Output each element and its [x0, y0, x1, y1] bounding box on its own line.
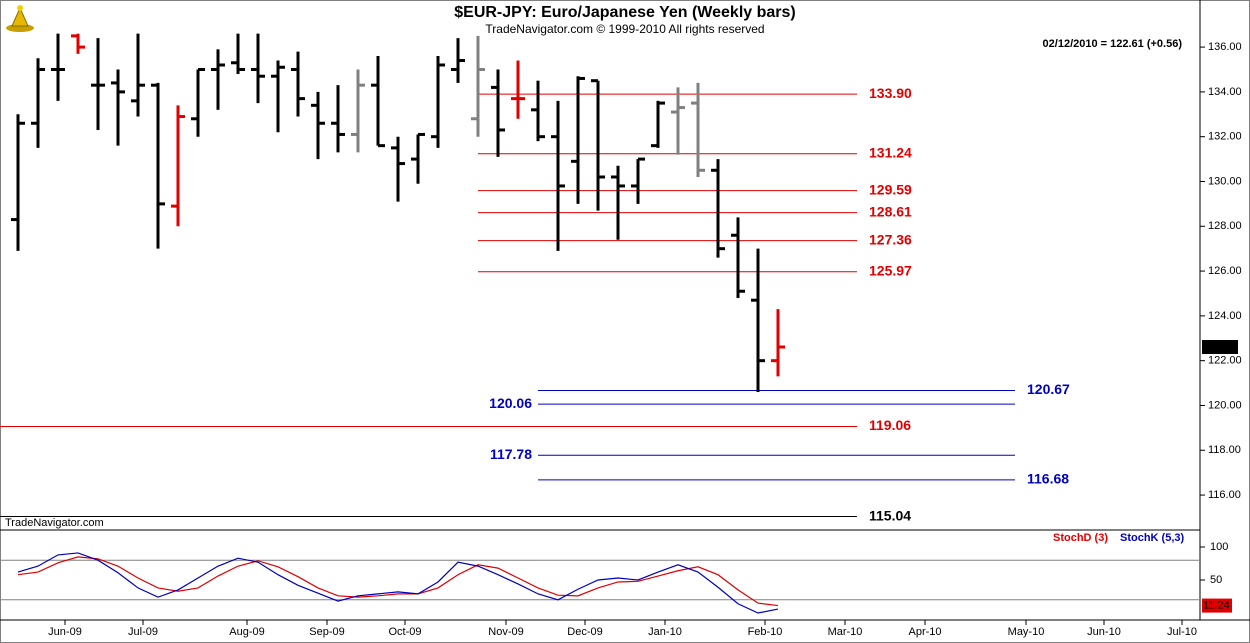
- level-label: 120.67: [1027, 381, 1070, 397]
- y-tick-label: 116.00: [1208, 489, 1241, 501]
- legend-entry: StochK (5,3): [1120, 532, 1185, 544]
- last-price-box: [1202, 340, 1238, 355]
- legend-entry: StochD (3): [1053, 532, 1108, 544]
- level-label: 115.04: [869, 507, 911, 523]
- x-tick-label: Aug-09: [229, 626, 264, 638]
- level-label: 117.78: [490, 446, 532, 462]
- level-label: 125.97: [869, 262, 912, 278]
- chart-subtitle: TradeNavigator.com © 1999-2010 All right…: [485, 22, 764, 36]
- last-price-label: 122.61: [1204, 341, 1238, 353]
- y-tick-label: 128.00: [1208, 220, 1242, 232]
- level-label: 128.61: [869, 203, 912, 219]
- level-label: 127.36: [869, 231, 912, 247]
- y-tick-label: 132.00: [1208, 131, 1242, 143]
- x-tick-label: Apr-10: [908, 626, 941, 638]
- x-tick-label: May-10: [1008, 626, 1045, 638]
- x-tick-label: Feb-10: [748, 626, 783, 638]
- x-tick-label: Jan-10: [648, 626, 682, 638]
- x-tick-label: Sep-09: [309, 626, 344, 638]
- y-tick-label: 134.00: [1208, 86, 1242, 98]
- x-tick-label: Oct-09: [388, 626, 421, 638]
- x-tick-label: Jul-10: [1167, 626, 1197, 638]
- last-value-box: [1202, 598, 1232, 613]
- logo: [6, 5, 34, 32]
- level-label: 129.59: [869, 181, 912, 197]
- level-label: 116.68: [1027, 471, 1069, 487]
- stoch-line: [17, 556, 779, 607]
- price-info: 02/12/2010 = 122.61 (+0.56): [1043, 38, 1183, 50]
- x-tick-label: Dec-09: [567, 626, 602, 638]
- watermark: TradeNavigator.com: [5, 517, 104, 529]
- x-tick-label: Mar-10: [828, 626, 863, 638]
- y-tick-label: 100: [1210, 541, 1228, 553]
- y-tick-label: 50: [1210, 574, 1222, 586]
- y-tick-label: 130.00: [1208, 175, 1242, 187]
- x-tick-label: Nov-09: [488, 626, 523, 638]
- level-label: 133.90: [869, 85, 912, 101]
- y-tick-label: 124.00: [1208, 310, 1242, 322]
- y-tick-label: 120.00: [1208, 399, 1242, 411]
- level-label: 119.06: [869, 417, 911, 433]
- x-tick-label: Jun-09: [48, 626, 82, 638]
- x-tick-label: Jul-09: [128, 626, 158, 638]
- y-tick-label: 136.00: [1208, 41, 1242, 53]
- last-value-label: 11.24: [1203, 599, 1230, 611]
- y-tick-label: 118.00: [1208, 444, 1241, 456]
- chart-title: $EUR-JPY: Euro/Japanese Yen (Weekly bars…: [454, 4, 795, 21]
- x-tick-label: Jun-10: [1087, 626, 1121, 638]
- stoch-line: [17, 552, 779, 614]
- level-label: 120.06: [489, 395, 532, 411]
- y-tick-label: 126.00: [1208, 265, 1242, 277]
- level-label: 131.24: [869, 144, 912, 160]
- y-tick-label: 122.00: [1208, 355, 1242, 367]
